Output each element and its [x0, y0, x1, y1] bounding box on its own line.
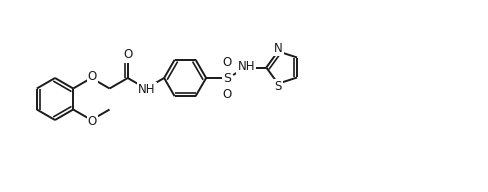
Text: O: O — [223, 55, 232, 69]
Text: S: S — [274, 80, 282, 93]
Text: N: N — [274, 42, 283, 55]
Text: S: S — [223, 71, 231, 84]
Text: NH: NH — [138, 83, 156, 96]
Text: NH: NH — [238, 60, 255, 73]
Text: O: O — [123, 49, 132, 61]
Text: O: O — [88, 114, 97, 127]
Text: O: O — [223, 88, 232, 100]
Text: O: O — [88, 70, 97, 84]
